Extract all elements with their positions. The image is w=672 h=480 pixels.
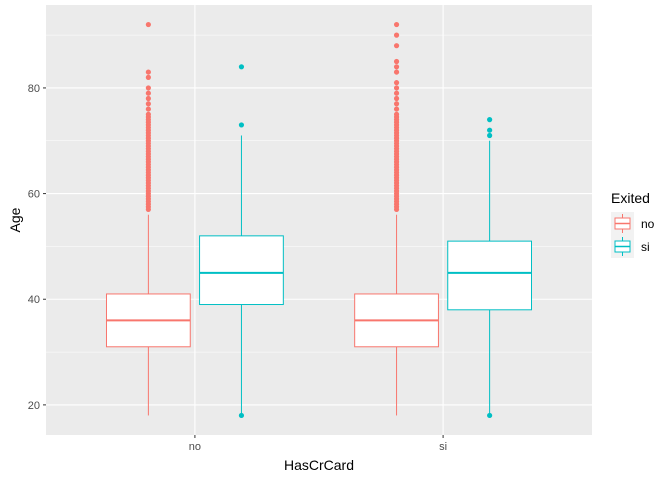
legend-item-no: no bbox=[611, 212, 655, 235]
panel-background bbox=[46, 5, 592, 435]
outlier-point bbox=[145, 69, 151, 75]
x-tick-label: si bbox=[439, 441, 447, 453]
outlier-point bbox=[145, 74, 151, 80]
outlier-point bbox=[145, 85, 151, 91]
outlier-point bbox=[393, 90, 400, 96]
outlier-point bbox=[393, 64, 400, 70]
outlier-point bbox=[393, 106, 400, 112]
outlier-point bbox=[145, 101, 151, 107]
box-no-si bbox=[354, 214, 439, 416]
box-iqr bbox=[199, 235, 284, 306]
outlier-point bbox=[238, 412, 245, 419]
legend-items: no si bbox=[611, 212, 655, 258]
outlier-point bbox=[393, 85, 400, 91]
x-tick-label: no bbox=[189, 441, 201, 453]
outlier-point bbox=[145, 106, 151, 112]
y-tick-label: 20 bbox=[28, 400, 40, 412]
outlier-point bbox=[393, 95, 400, 102]
outlier-point bbox=[145, 95, 151, 102]
outlier-point bbox=[393, 80, 400, 86]
outlier-point bbox=[145, 90, 151, 96]
x-axis-title: HasCrCard bbox=[284, 457, 354, 473]
outlier-point bbox=[487, 117, 493, 123]
legend-item-si: si bbox=[611, 235, 650, 258]
outlier-point bbox=[393, 32, 400, 38]
outlier-point bbox=[393, 101, 400, 107]
outlier-points bbox=[145, 21, 493, 419]
box-si-si bbox=[447, 140, 533, 416]
box-no-no bbox=[105, 214, 191, 416]
y-tick-label: 80 bbox=[28, 83, 40, 95]
outlier-point bbox=[393, 43, 400, 49]
legend-title: Exited bbox=[611, 190, 650, 206]
legend-label: no bbox=[641, 217, 655, 231]
outlier-point bbox=[393, 111, 400, 117]
outlier-point bbox=[238, 122, 245, 128]
y-tick-label: 60 bbox=[28, 189, 40, 201]
legend-label: si bbox=[641, 240, 650, 254]
axes: 20 40 60 80 no si bbox=[28, 83, 447, 453]
outlier-point bbox=[238, 64, 245, 70]
outlier-point bbox=[393, 58, 400, 65]
outlier-point bbox=[487, 412, 493, 419]
y-tick-label: 40 bbox=[28, 294, 40, 306]
outlier-point bbox=[487, 132, 493, 139]
box-layer bbox=[105, 135, 533, 416]
outlier-point bbox=[393, 69, 400, 75]
outlier-point bbox=[145, 111, 151, 117]
outlier-point bbox=[145, 21, 151, 28]
box-iqr bbox=[447, 240, 533, 311]
legend: Exited no si bbox=[611, 190, 655, 258]
box-si-no bbox=[199, 135, 284, 416]
outlier-point bbox=[393, 21, 400, 28]
y-axis-title: Age bbox=[7, 207, 23, 232]
outlier-point bbox=[487, 127, 493, 133]
